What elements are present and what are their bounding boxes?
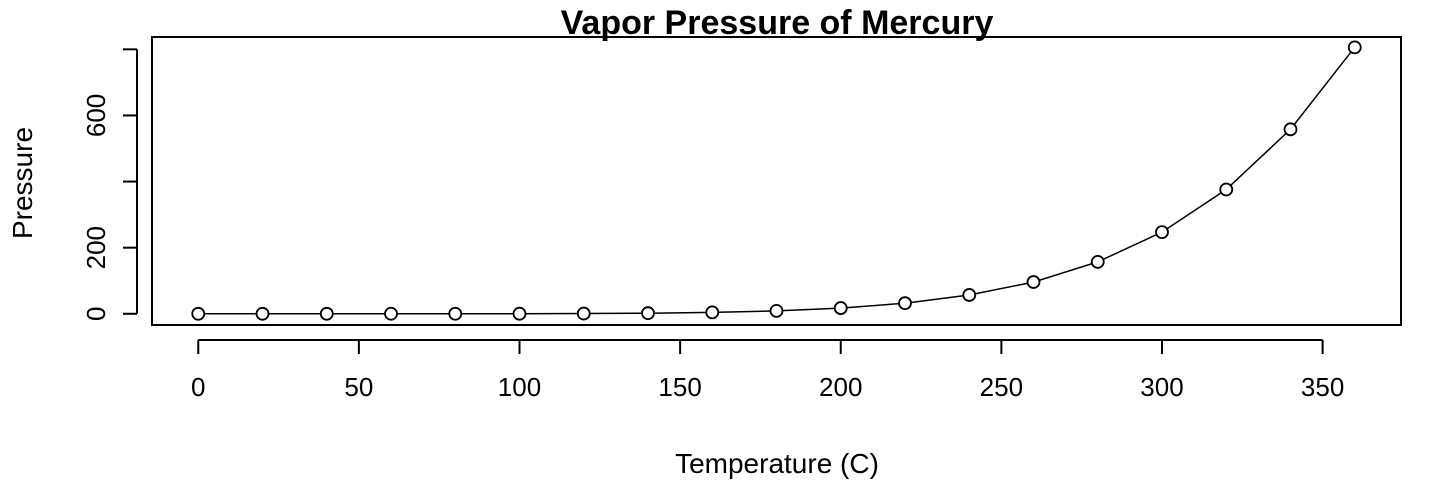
series-layer [191,40,1362,321]
data-point [1347,40,1362,55]
data-point [1219,182,1234,197]
data-point [191,306,206,321]
data-point [1283,122,1298,137]
data-point [962,288,977,302]
series-line [198,46,1356,315]
data-point [705,305,720,320]
x-tick-label: 350 [1301,372,1344,402]
data-point [833,301,848,315]
data-point [448,306,463,321]
data-point [576,306,591,321]
data-point [641,306,655,321]
data-point [1155,225,1169,240]
data-point [898,296,912,311]
data-point [319,306,334,321]
x-tick-label: 150 [658,372,701,402]
data-point [512,306,527,321]
x-axis: 0 50 100 150 200 250 300 350 [191,339,1344,402]
y-tick-label: 0 [81,307,111,321]
x-tick-label: 50 [344,372,373,402]
data-point [255,306,270,321]
x-axis-label: Temperature (C) [675,448,879,479]
x-tick-label: 300 [1140,372,1183,402]
data-point [384,306,398,321]
data-point [1026,275,1041,289]
x-tick-label: 0 [191,372,205,402]
x-tick-label: 250 [980,372,1023,402]
chart-title: Vapor Pressure of Mercury [561,4,994,42]
plot-frame [151,36,1402,326]
x-tick-label: 100 [498,372,541,402]
data-point [769,303,784,318]
x-tick-label: 200 [819,372,862,402]
y-axis: 0 200 600 [81,48,138,321]
y-tick-label: 200 [81,226,111,269]
y-tick-label: 600 [81,94,111,137]
data-point [1090,254,1105,269]
y-axis-label: Pressure [7,127,38,239]
